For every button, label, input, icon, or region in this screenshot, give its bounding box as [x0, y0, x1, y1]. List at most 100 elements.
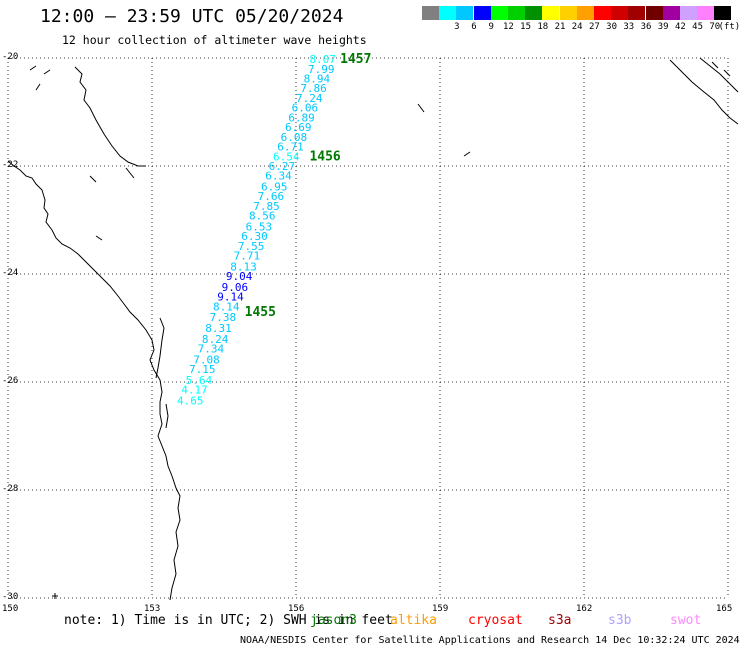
- new-caledonia-outline-2: [699, 57, 739, 93]
- legend-label: 3: [454, 22, 460, 32]
- legend-label: 6: [471, 22, 477, 32]
- legend-label: 30: [606, 22, 618, 32]
- track-point: 5.64: [186, 374, 213, 387]
- legend-label: 12: [502, 22, 514, 32]
- legend-label: 42: [674, 22, 686, 32]
- track-point: 6.54: [273, 150, 300, 163]
- legend-swatch: [542, 6, 560, 20]
- track-point: 7.86: [300, 82, 327, 95]
- satellite-swot: swot: [670, 613, 702, 628]
- legend-swatch: [559, 6, 577, 20]
- track-point: 8.14: [213, 300, 240, 313]
- lat-label: -20: [2, 52, 19, 62]
- jason3-track: 8.077.998.947.867.246.066.896.696.086.71…: [177, 53, 336, 407]
- track-point: 6.27: [269, 160, 296, 173]
- reef-island-5: [95, 235, 103, 241]
- chesterfield-island: [463, 151, 471, 157]
- lon-label: 156: [288, 604, 305, 614]
- track-point: 8.94: [304, 73, 331, 86]
- track-point: 7.34: [198, 343, 225, 356]
- legend-label: 33: [623, 22, 635, 32]
- legend-label: 45: [692, 22, 704, 32]
- legend-swatch: [680, 6, 697, 20]
- track-point: 9.04: [226, 270, 253, 283]
- satellite-altika: altika: [390, 613, 437, 628]
- pass-hour-label: 1456: [309, 149, 340, 164]
- pass-hour-label: 1455: [245, 305, 276, 320]
- legend-swatch: [645, 6, 663, 20]
- lat-label: -28: [2, 484, 19, 494]
- track-point: 9.14: [217, 291, 244, 304]
- legend-swatch: [439, 6, 457, 20]
- page-subtitle: 12 hour collection of altimeter wave hei…: [62, 33, 367, 47]
- moreton-island: [165, 403, 169, 429]
- reef-island-4: [89, 175, 97, 183]
- new-caledonia-islands: [711, 61, 731, 77]
- legend-label: 39: [657, 22, 669, 32]
- track-point: 6.71: [277, 141, 304, 154]
- track-point: 7.99: [308, 63, 335, 76]
- track-point: 8.31: [205, 322, 232, 335]
- lat-label: -24: [2, 268, 19, 278]
- page-title: 12:00 — 23:59 UTC 05/20/2024: [40, 6, 344, 27]
- legend-label: 36: [640, 22, 652, 32]
- lon-label: 153: [144, 604, 161, 614]
- track-point: 7.71: [234, 250, 261, 263]
- track-point: 9.06: [222, 281, 249, 294]
- track-point: 7.85: [253, 200, 280, 213]
- track-point: 7.66: [258, 190, 285, 203]
- legend-swatch: [697, 6, 715, 20]
- track-point: 6.89: [288, 111, 315, 124]
- reef-island-3: [35, 83, 41, 91]
- lon-label: 162: [576, 604, 593, 614]
- footer-credit: NOAA/NESDIS Center for Satellite Applica…: [240, 635, 740, 646]
- pass-hour-label: 1457: [340, 52, 371, 67]
- legend-swatch: [628, 6, 646, 20]
- legend-label: 70: [709, 22, 721, 32]
- legend-swatch: [525, 6, 543, 20]
- lat-label: -22: [2, 160, 19, 170]
- track-point: 6.30: [241, 230, 268, 243]
- legend-label: 9: [488, 22, 494, 32]
- track-point: 7.55: [238, 240, 264, 253]
- track-point: 7.24: [296, 92, 323, 105]
- lat-label: -30: [2, 592, 19, 602]
- track-point: 7.15: [189, 363, 216, 376]
- track-point: 4.65: [177, 394, 204, 407]
- coastline: [7, 57, 739, 601]
- legend-swatch: [594, 6, 611, 20]
- legend-swatch: [456, 6, 474, 20]
- legend-label: 15: [520, 22, 532, 32]
- reef-island-6: [125, 167, 135, 179]
- track-point: 4.17: [181, 384, 208, 397]
- australia-coastline: [7, 160, 181, 601]
- footer-note: note: 1) Time is in UTC; 2) SWH is in fe…: [64, 613, 393, 628]
- track-point: 8.13: [230, 260, 256, 273]
- new-caledonia-outline: [669, 59, 739, 125]
- track-point: 8.24: [202, 333, 229, 346]
- legend-swatch: [473, 6, 491, 20]
- track-point: 6.34: [265, 170, 292, 183]
- legend-swatch: [662, 6, 680, 20]
- island-north-east: [417, 103, 425, 113]
- pass-hour-labels: 1457 1456 1455: [245, 52, 372, 320]
- track-point: 6.95: [261, 181, 288, 194]
- fraser-island: [155, 317, 165, 379]
- satellite-jason3: jason3: [310, 613, 357, 628]
- track-point: 6.69: [285, 121, 312, 134]
- satellite-s3b: s3b: [608, 613, 632, 628]
- legend-label: 21: [554, 22, 566, 32]
- track-point: 7.38: [210, 311, 237, 324]
- reef-island-1: [29, 65, 37, 71]
- track-point: 8.07: [309, 53, 336, 66]
- legend-label: 18: [537, 22, 549, 32]
- legend-unit: (ft): [718, 22, 740, 32]
- legend-swatch: [490, 6, 508, 20]
- lon-label: 159: [432, 604, 449, 614]
- satellite-s3a: s3a: [548, 613, 572, 628]
- legend-label: 24: [571, 22, 583, 32]
- track-point: 6.08: [281, 131, 308, 144]
- legend-swatch: [576, 6, 594, 20]
